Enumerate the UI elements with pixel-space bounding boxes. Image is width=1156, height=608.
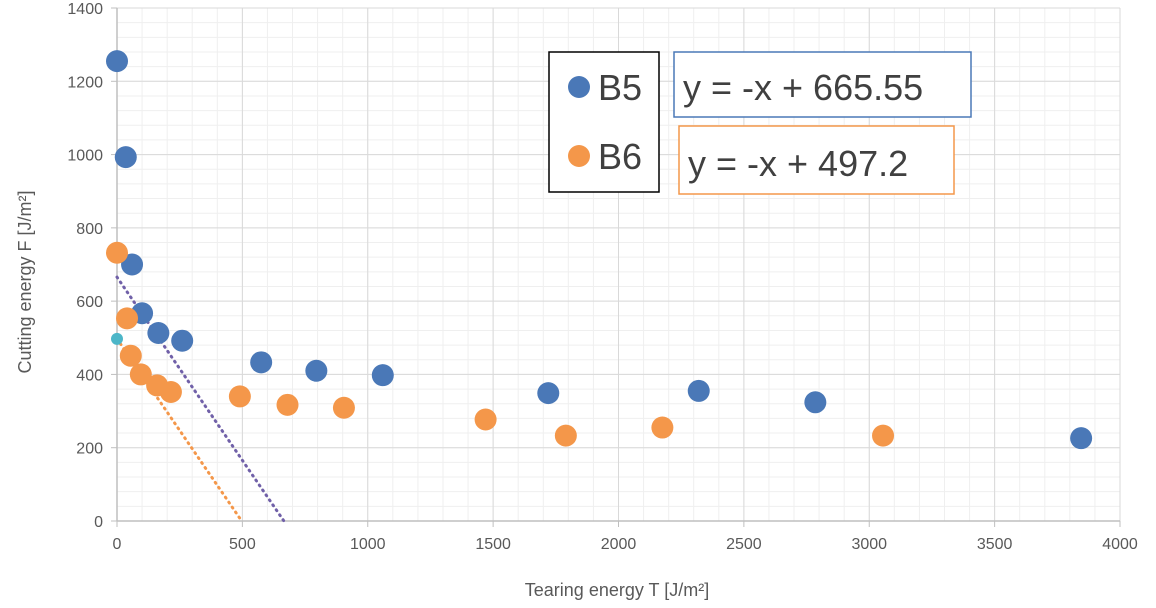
equation-b6: y = -x + 497.2 xyxy=(688,143,908,184)
x-tick-label: 2000 xyxy=(601,536,637,553)
point-b5 xyxy=(371,364,394,387)
x-tick-label: 1500 xyxy=(475,536,511,553)
x-tick-label: 4000 xyxy=(1102,536,1138,553)
x-tick-label: 2500 xyxy=(726,536,762,553)
point-b6 xyxy=(872,424,895,447)
legend-marker-b6 xyxy=(568,145,590,167)
point-b5 xyxy=(250,351,273,374)
point-b6 xyxy=(159,381,182,404)
y-tick-label: 200 xyxy=(76,441,103,458)
trendline-label-b5: y = -x + 665.55 xyxy=(673,51,972,118)
y-tick-label: 1000 xyxy=(67,148,103,165)
y-axis-title: Cutting energy F [J/m²] xyxy=(15,190,35,373)
point-b6 xyxy=(651,416,674,439)
point-b5 xyxy=(171,329,194,352)
point-b6 xyxy=(554,424,577,447)
point-b5 xyxy=(804,391,827,414)
y-tick-label: 1400 xyxy=(67,1,103,18)
legend-label-b5: B5 xyxy=(598,67,642,108)
point-b6 xyxy=(106,241,128,264)
data-points xyxy=(106,50,1093,450)
point-b6 xyxy=(332,396,355,419)
point-b6 xyxy=(116,307,139,330)
point-b6 xyxy=(228,385,251,408)
x-tick-label: 1000 xyxy=(350,536,386,553)
point-b6 xyxy=(119,344,142,367)
point-b6 xyxy=(474,408,497,431)
point-b5 xyxy=(114,146,137,169)
equation-b5: y = -x + 665.55 xyxy=(683,67,923,108)
x-tick-label: 500 xyxy=(229,536,256,553)
y-tick-label: 1200 xyxy=(67,74,103,91)
point-b5 xyxy=(537,382,560,405)
y-tick-label: 400 xyxy=(76,367,103,384)
point-b5 xyxy=(687,379,710,402)
legend-label-b6: B6 xyxy=(598,136,642,177)
point-extra xyxy=(111,332,123,345)
point-b5 xyxy=(305,359,328,382)
x-tick-label: 3500 xyxy=(977,536,1013,553)
point-b6 xyxy=(276,393,299,416)
y-tick-label: 0 xyxy=(94,514,103,531)
point-b5 xyxy=(121,253,144,276)
y-tick-label: 600 xyxy=(76,294,103,311)
point-b5 xyxy=(147,322,170,345)
x-tick-label: 0 xyxy=(113,536,122,553)
point-b6 xyxy=(129,363,152,386)
trendline-label-b6: y = -x + 497.2 xyxy=(678,125,955,195)
y-tick-label: 800 xyxy=(76,221,103,238)
tick-labels: 0 500 1000 1500 2000 2500 3000 3500 4000 0 200 400 6… xyxy=(67,1,1137,553)
legend: B5 B6 xyxy=(548,51,660,193)
x-tick-label: 3000 xyxy=(851,536,887,553)
point-b5 xyxy=(106,50,128,73)
legend-marker-b5 xyxy=(568,76,590,98)
x-axis-title: Tearing energy T [J/m²] xyxy=(525,580,709,600)
point-b5 xyxy=(1070,427,1093,450)
